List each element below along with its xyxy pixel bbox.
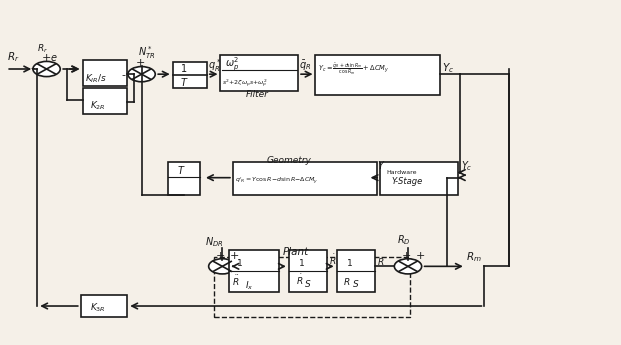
Text: $\bar{q}_R$: $\bar{q}_R$ — [299, 59, 312, 73]
Text: $T$: $T$ — [180, 76, 189, 88]
Text: $R$: $R$ — [377, 256, 384, 267]
Circle shape — [128, 67, 155, 82]
Text: $\dot{R}$: $\dot{R}$ — [329, 253, 336, 267]
Text: Plant: Plant — [283, 247, 309, 257]
Text: $S$: $S$ — [304, 278, 312, 289]
Text: $R_m$: $R_m$ — [466, 250, 481, 264]
Text: $R_r$: $R_r$ — [37, 43, 48, 55]
Text: $Y_c = \frac{\bar{q}_R + d\sin R_m}{\cos R_m} + \Delta CM_y$: $Y_c = \frac{\bar{q}_R + d\sin R_m}{\cos… — [318, 61, 389, 77]
Bar — [81, 295, 127, 317]
Bar — [229, 250, 279, 292]
Bar — [289, 250, 327, 292]
Text: $q'_R{=}Y\cos R{-}d\sin R{-}\Delta CM_y$: $q'_R{=}Y\cos R{-}d\sin R{-}\Delta CM_y$ — [235, 176, 319, 187]
Text: $e$: $e$ — [50, 53, 57, 63]
Text: Geometry: Geometry — [267, 156, 312, 165]
Text: Hardware: Hardware — [386, 169, 417, 175]
Text: $1$: $1$ — [346, 257, 353, 268]
Text: $T$: $T$ — [177, 164, 186, 176]
Text: $N_{DR}$: $N_{DR}$ — [205, 235, 224, 249]
Bar — [214, 257, 410, 317]
Text: $1$: $1$ — [236, 257, 243, 268]
Bar — [380, 162, 458, 195]
Text: +: + — [216, 251, 225, 261]
Circle shape — [394, 259, 422, 274]
Text: $1$: $1$ — [298, 257, 305, 268]
Circle shape — [209, 259, 236, 274]
Text: Y-Stage: Y-Stage — [391, 177, 422, 186]
Text: $N^*_{TR}$: $N^*_{TR}$ — [138, 44, 155, 61]
Text: $K_{IR}/s$: $K_{IR}/s$ — [85, 72, 107, 85]
Text: -: - — [30, 62, 35, 76]
Text: +: + — [42, 53, 51, 63]
Text: Filter: Filter — [245, 90, 268, 99]
Text: +: + — [135, 58, 145, 68]
Text: $Y$: $Y$ — [377, 159, 386, 171]
Text: -: - — [122, 70, 125, 80]
Text: $R_D$: $R_D$ — [397, 233, 411, 247]
Text: $\dot{R}$: $\dot{R}$ — [296, 273, 303, 287]
Bar — [83, 60, 127, 86]
Bar — [337, 250, 375, 292]
Bar — [315, 55, 440, 95]
Text: +: + — [415, 251, 425, 261]
Text: $\ddot{R}$: $\ddot{R}$ — [232, 274, 240, 288]
Text: +: + — [402, 251, 411, 261]
Bar — [233, 162, 377, 195]
Text: $R$: $R$ — [343, 276, 351, 287]
Text: $Y_c$: $Y_c$ — [442, 61, 455, 75]
Bar — [173, 62, 207, 88]
Text: +: + — [230, 251, 239, 261]
Text: $S$: $S$ — [352, 278, 360, 289]
Text: $1$: $1$ — [180, 62, 188, 74]
Bar — [83, 88, 127, 114]
Text: $I_x$: $I_x$ — [245, 279, 254, 292]
Text: $\omega_p^2$: $\omega_p^2$ — [225, 56, 240, 73]
Text: $q^*_R$: $q^*_R$ — [208, 57, 221, 74]
Text: $R_r$: $R_r$ — [7, 50, 20, 64]
Bar — [220, 55, 298, 91]
Text: $K_{2R}$: $K_{2R}$ — [90, 100, 106, 112]
Text: $Y_c$: $Y_c$ — [461, 159, 473, 173]
Bar — [168, 162, 200, 195]
Text: $s^2{+}2\zeta\omega_p s{+}\omega_p^2$: $s^2{+}2\zeta\omega_p s{+}\omega_p^2$ — [222, 78, 268, 90]
Text: $K_{3R}$: $K_{3R}$ — [90, 302, 106, 314]
Circle shape — [33, 61, 60, 77]
